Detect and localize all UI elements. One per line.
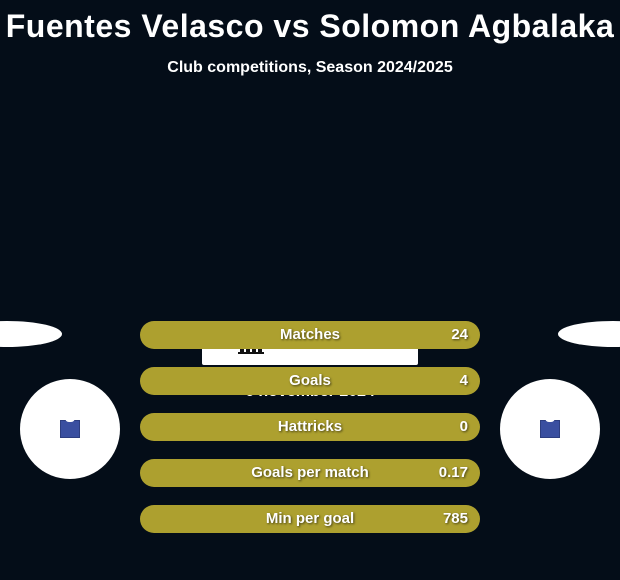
page-title: Fuentes Velasco vs Solomon Agbalaka: [0, 0, 620, 45]
stat-label: Goals per match: [251, 459, 369, 487]
stat-value: 4: [460, 367, 468, 395]
player-left-ellipse: [0, 321, 62, 347]
player-right-avatar: [500, 379, 600, 479]
stat-row-goals-per-match: Goals per match 0.17: [140, 459, 480, 487]
stat-row-min-per-goal: Min per goal 785: [140, 505, 480, 533]
stat-value: 0: [460, 413, 468, 441]
stat-value: 0.17: [439, 459, 468, 487]
player-right-ellipse: [558, 321, 620, 347]
stat-label: Min per goal: [266, 505, 354, 533]
stat-row-hattricks: Hattricks 0: [140, 413, 480, 441]
stat-label: Goals: [289, 367, 331, 395]
player-left-avatar: [20, 379, 120, 479]
stat-row-goals: Goals 4: [140, 367, 480, 395]
main-content: Matches 24 Goals 4 Hattricks 0 Goals per…: [0, 321, 620, 401]
stat-value: 785: [443, 505, 468, 533]
stat-row-matches: Matches 24: [140, 321, 480, 349]
stats-panel: Matches 24 Goals 4 Hattricks 0 Goals per…: [140, 321, 480, 551]
jersey-icon: [60, 420, 80, 438]
stat-label: Hattricks: [278, 413, 342, 441]
stat-label: Matches: [280, 321, 340, 349]
stat-value: 24: [451, 321, 468, 349]
subtitle: Club competitions, Season 2024/2025: [0, 59, 620, 77]
jersey-icon: [540, 420, 560, 438]
